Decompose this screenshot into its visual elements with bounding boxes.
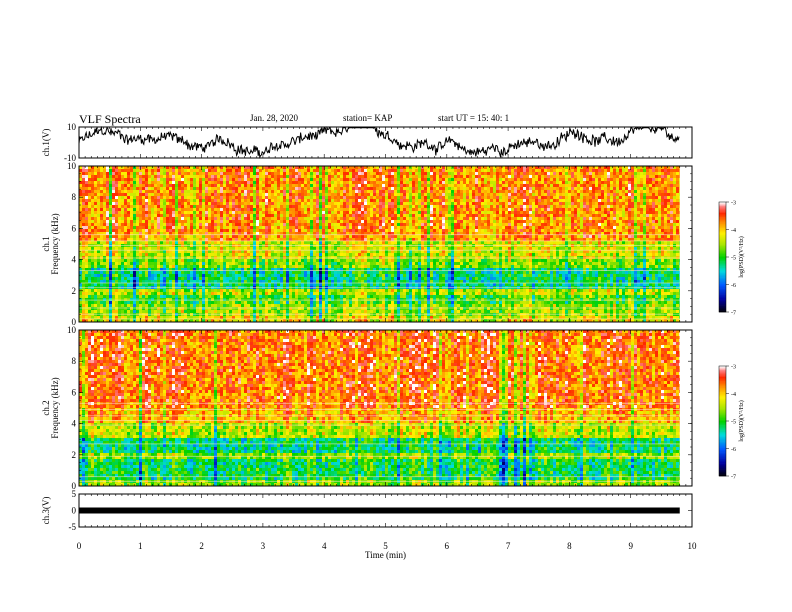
panel-0-ylabel: ch.1(V)	[41, 129, 51, 157]
xtick-label: 1	[138, 541, 143, 551]
panel-1-ytick-label: 2	[72, 286, 77, 296]
panel-2-ylabel: ch.2	[41, 400, 51, 415]
panel-0-ytick-label: 10	[67, 122, 77, 132]
colorbar-tick-label: -7	[731, 475, 736, 481]
xtick-label: 8	[567, 541, 572, 551]
panel-1-ylabel: Frequency (kHz)	[50, 213, 60, 274]
ch2-colorbar	[718, 365, 729, 477]
panel-1-ytick-label: 4	[72, 255, 77, 265]
panel-2-ytick-label: 8	[72, 356, 77, 366]
panel-2-ytick-label: 6	[72, 387, 77, 397]
panel-2-ytick-label: 0	[72, 481, 77, 491]
panel-2-ytick-label: 10	[67, 325, 77, 335]
header-station: station= KAP	[343, 113, 392, 123]
header-start-time: start UT = 15: 40: 1	[438, 113, 509, 123]
colorbar-tick-label: -4	[731, 228, 736, 234]
panel-1-ylabel: ch.1	[41, 236, 51, 251]
xtick-label: 3	[261, 541, 266, 551]
colorbar-tick-label: -6	[731, 283, 736, 289]
colorbar-tick-label: -4	[731, 392, 736, 398]
xtick-label: 5	[383, 541, 388, 551]
ch1-spectrogram	[79, 166, 692, 323]
header-date: Jan. 28, 2020	[250, 113, 298, 123]
panel-3-ytick-label: 0	[72, 506, 77, 516]
panel-3-ylabel: ch.3(V)	[41, 497, 51, 525]
panel-1-ytick-label: 0	[72, 317, 77, 327]
panel-2-ylabel: Frequency (kHz)	[50, 377, 60, 438]
panel-2-ytick-label: 4	[72, 419, 77, 429]
ch3-signal-band	[79, 507, 680, 514]
colorbar-label: log(PSD)(V²/Hz)	[738, 400, 745, 441]
colorbar-tick-label: -5	[731, 256, 736, 262]
colorbar-tick-label: -3	[731, 201, 736, 207]
xtick-label: 9	[628, 541, 633, 551]
panel-1-ytick-label: 8	[72, 192, 77, 202]
xtick-label: 4	[322, 541, 327, 551]
panel-2-ytick-label: 2	[72, 450, 77, 460]
x-axis-label: Time (min)	[365, 550, 406, 560]
colorbar-tick-label: -7	[731, 311, 736, 317]
xtick-label: 7	[506, 541, 511, 551]
colorbar-label: log(PSD)(V²/Hz)	[738, 236, 745, 277]
xtick-label: 10	[688, 541, 698, 551]
panel-3-ytick-label: 5	[72, 489, 77, 499]
xtick-label: 6	[445, 541, 450, 551]
panel-3-ytick-label: -5	[69, 522, 77, 532]
header-title: VLF Spectra	[79, 112, 141, 127]
panel-1-ytick-label: 10	[67, 161, 77, 171]
ch1-colorbar	[718, 201, 729, 313]
panel-0-ytick-label: -10	[64, 153, 76, 163]
colorbar-tick-label: -3	[731, 365, 736, 371]
colorbar-tick-label: -6	[731, 447, 736, 453]
panel-1-ytick-label: 6	[72, 223, 77, 233]
colorbar-tick-label: -5	[731, 420, 736, 426]
xtick-label: 2	[199, 541, 204, 551]
ch2-spectrogram	[79, 330, 692, 487]
xtick-label: 0	[77, 541, 82, 551]
ch1-waveform-line	[78, 125, 680, 159]
